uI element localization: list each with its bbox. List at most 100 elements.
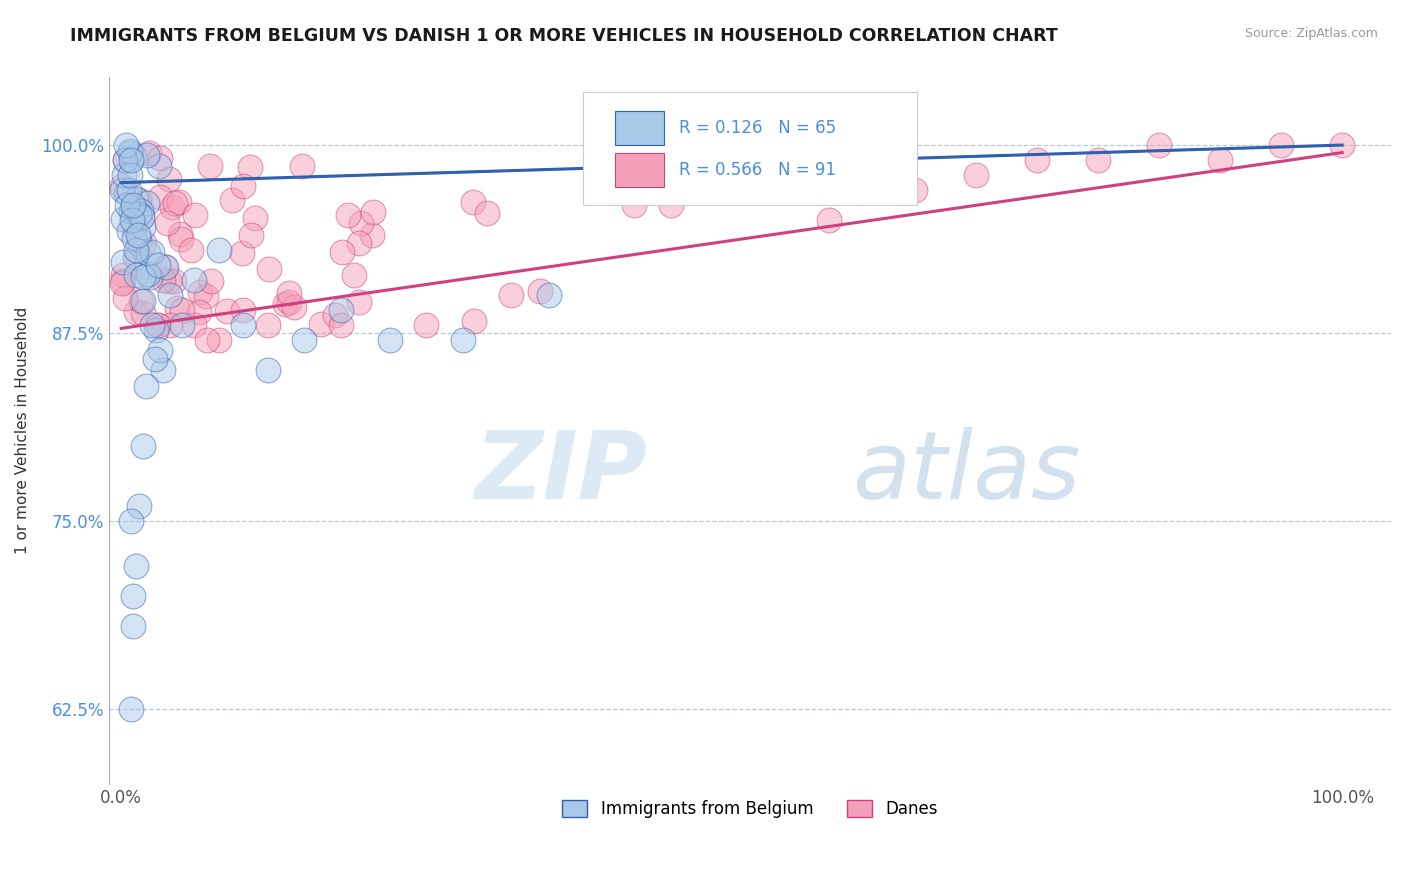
Point (183, 318, 205, 333)
Point (122, 202, 145, 216)
Point (125, 244, 148, 258)
Point (132, 306, 155, 320)
Point (111, 179, 134, 194)
Point (157, 171, 180, 186)
Point (347, 235, 370, 250)
Point (112, 268, 135, 283)
Point (129, 293, 152, 308)
Point (136, 268, 159, 282)
Point (215, 303, 238, 318)
Point (156, 216, 179, 230)
Point (231, 246, 253, 260)
Point (125, 304, 148, 318)
Text: atlas: atlas (852, 427, 1081, 518)
Point (146, 258, 169, 272)
Point (115, 138, 138, 153)
Point (125, 192, 148, 206)
Point (361, 227, 384, 242)
Point (125, 558, 148, 573)
Point (131, 210, 153, 224)
Point (200, 274, 222, 288)
Point (283, 301, 305, 315)
Point (152, 273, 174, 287)
Point (128, 206, 150, 220)
Point (117, 198, 139, 212)
Point (132, 235, 155, 250)
Point (163, 195, 186, 210)
Point (194, 289, 217, 303)
Point (187, 305, 209, 319)
Point (183, 273, 205, 287)
Text: R = 0.126   N = 65: R = 0.126 N = 65 (679, 119, 837, 136)
Point (782, 183, 804, 197)
Point (136, 196, 159, 211)
Point (904, 183, 927, 197)
Point (111, 255, 134, 269)
Point (208, 244, 231, 258)
Point (350, 216, 373, 230)
Point (145, 351, 167, 366)
Text: ZIP: ZIP (475, 427, 647, 519)
Point (232, 178, 254, 193)
Point (1331, 138, 1354, 153)
Point (125, 268, 148, 283)
Point (172, 303, 194, 318)
Point (120, 144, 142, 158)
Point (818, 213, 841, 227)
Point (169, 227, 191, 241)
Point (277, 286, 299, 301)
Point (195, 334, 218, 348)
Bar (616, 111, 664, 145)
Point (1087, 153, 1109, 167)
Point (188, 285, 211, 299)
Point (112, 168, 135, 182)
Point (240, 227, 263, 242)
Point (337, 208, 360, 222)
Point (599, 183, 621, 197)
Point (1270, 138, 1292, 153)
Point (184, 208, 207, 222)
Point (152, 363, 174, 377)
Point (221, 193, 243, 207)
Point (149, 343, 172, 357)
Point (292, 334, 315, 348)
Point (257, 262, 280, 277)
Point (149, 152, 172, 166)
Point (132, 293, 155, 308)
Point (136, 245, 159, 260)
Point (1209, 153, 1232, 167)
Text: IMMIGRANTS FROM BELGIUM VS DANISH 1 OR MORE VEHICLES IN HOUSEHOLD CORRELATION CH: IMMIGRANTS FROM BELGIUM VS DANISH 1 OR M… (70, 27, 1059, 45)
Point (309, 317, 332, 331)
Point (162, 274, 184, 288)
Point (117, 183, 139, 197)
Point (378, 334, 401, 348)
Point (172, 318, 194, 333)
Point (323, 308, 346, 322)
Point (256, 363, 278, 377)
Point (121, 213, 143, 227)
Point (159, 288, 181, 302)
Point (138, 270, 160, 285)
Point (208, 334, 231, 348)
Point (120, 203, 142, 218)
Point (138, 146, 160, 161)
Point (114, 291, 136, 305)
Point (361, 205, 384, 219)
Point (1025, 153, 1047, 167)
Point (155, 260, 177, 274)
Point (330, 303, 353, 318)
Point (127, 228, 149, 243)
Point (145, 323, 167, 337)
Point (477, 206, 499, 220)
Point (169, 232, 191, 246)
Point (256, 318, 278, 333)
Point (157, 274, 180, 288)
Point (166, 301, 188, 315)
Point (135, 378, 157, 392)
Point (122, 589, 145, 603)
Point (659, 198, 682, 212)
Point (463, 314, 485, 328)
Point (132, 439, 155, 453)
Point (120, 701, 142, 715)
Point (114, 153, 136, 167)
